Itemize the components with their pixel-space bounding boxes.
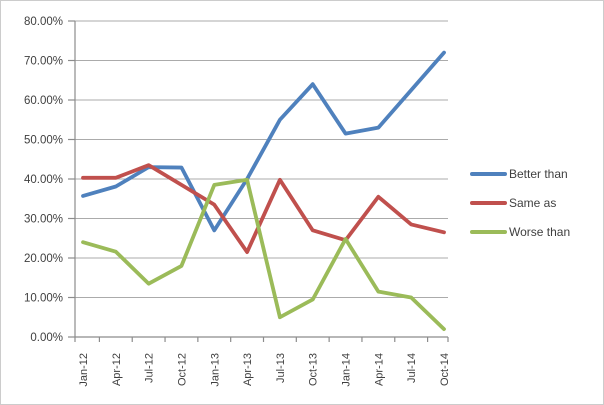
x-axis-tick-label: Apr-13 [242,353,254,386]
x-axis-tick-label: Oct-13 [308,353,320,386]
y-axis-tick-label: 20.00% [24,253,63,265]
x-axis-ticks: Jan-12 Apr-12 Jul-12 Oct-12 Jan-13 Apr-13 Jul-… [74,337,451,387]
x-axis-tick-label: Oct-12 [176,353,188,386]
legend-item-worse-than: Worse than [470,225,570,239]
x-axis-tick-label: Oct-14 [439,353,451,386]
x-axis-tick-label: Jan-14 [341,353,353,387]
x-axis-tick-label: Jul-13 [275,353,287,383]
y-axis-tick-label: 30.00% [24,214,63,226]
legend: Better than Same as Worse than [470,167,570,239]
x-axis-tick-label: Apr-14 [373,353,385,386]
y-axis-tick-label: 40.00% [24,174,63,186]
x-axis-tick-label: Apr-12 [111,353,123,386]
x-axis-tick-label: Jul-12 [144,353,156,383]
legend-label-same-as: Same as [509,196,556,210]
legend-item-same-as: Same as [470,196,556,210]
x-axis-tick-label: Jan-13 [209,353,221,387]
y-axis-tick-label: 50.00% [24,135,63,147]
y-axis-tick-label: 60.00% [24,95,63,107]
gridlines [75,20,448,298]
y-axis-tick-label: 70.00% [24,56,63,68]
y-axis-tick-label: 80.00% [24,16,63,28]
y-axis-tick-label: 10.00% [24,293,63,305]
legend-label-better-than: Better than [509,167,568,181]
series-line-worse-than [81,177,446,332]
legend-label-worse-than: Worse than [509,225,570,239]
series-line-same-as [81,163,446,254]
y-axis-ticks: 0.00% 10.00% 20.00% 30.00% 40.00% 50.00% 60.00… [24,16,75,344]
x-axis-tick-label: Jul-14 [406,353,418,383]
series-line-better-than [81,50,446,233]
legend-item-better-than: Better than [470,167,568,181]
y-axis-tick-label: 0.00% [30,332,63,344]
x-axis-tick-label: Jan-12 [78,353,90,387]
